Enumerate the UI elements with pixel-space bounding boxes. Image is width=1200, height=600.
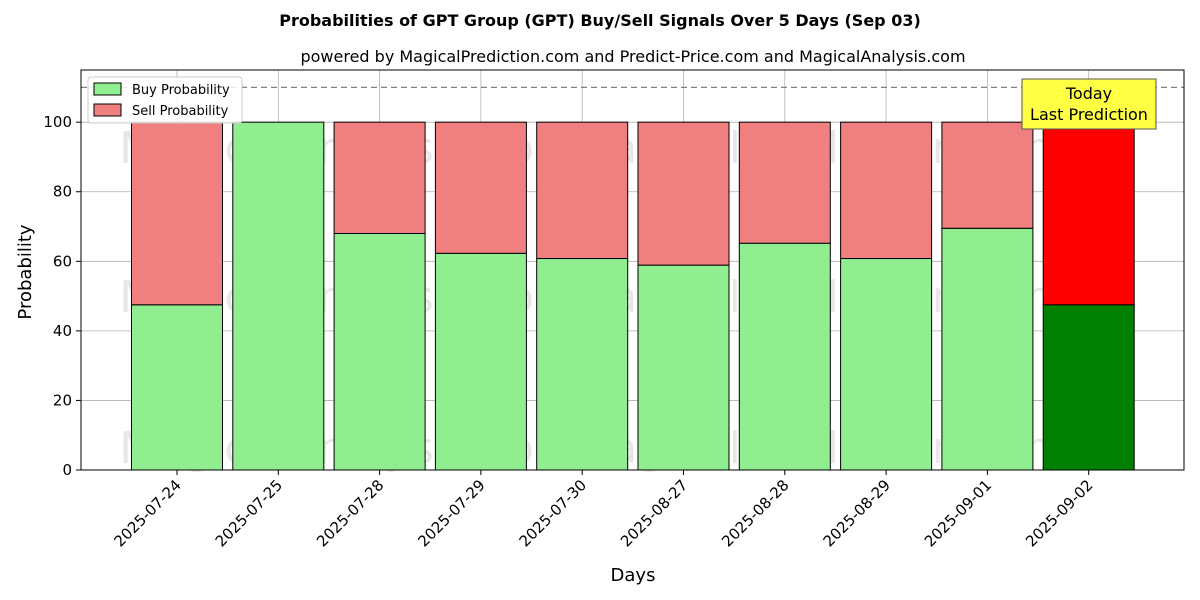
sell-bar (131, 121, 223, 306)
x-tick-label: 2025-09-02 (1022, 476, 1096, 550)
legend: Buy Probability Sell Probability (87, 76, 243, 124)
buy-bar (637, 264, 730, 471)
x-tick-label: 2025-08-28 (718, 476, 792, 550)
y-tick-label: 100 (43, 113, 72, 131)
sell-bar (434, 121, 527, 254)
x-tick-label: 2025-07-24 (110, 476, 184, 550)
buy-bar (434, 252, 527, 471)
y-tick-label: 0 (62, 461, 72, 479)
x-tick-label: 2025-07-30 (516, 476, 590, 550)
buy-bar (1042, 304, 1135, 471)
buy-bar (941, 227, 1034, 471)
y-tick-label: 80 (53, 183, 72, 201)
x-axis: 2025-07-24 2025-07-25 2025-07-28 2025-07-29… (110, 470, 1097, 550)
sell-bar (840, 121, 933, 260)
y-axis-label: Probability (15, 224, 36, 319)
legend-swatch-sell (93, 103, 122, 117)
annotation-box (1021, 78, 1157, 130)
legend-label-buy: Buy Probability (132, 83, 230, 98)
x-tick-label: 2025-08-27 (617, 476, 691, 550)
sell-bar (941, 121, 1034, 229)
chart-subtitle: powered by MagicalPrediction.com and Pre… (300, 47, 965, 66)
legend-swatch-buy (93, 82, 122, 96)
buy-bar (232, 121, 325, 471)
sell-bar (738, 121, 831, 244)
y-tick-label: 60 (53, 252, 72, 270)
buy-bar (536, 258, 629, 471)
y-tick-label: 40 (53, 322, 72, 340)
sell-bar (637, 121, 730, 266)
sell-bar (333, 121, 426, 234)
buy-bar (131, 304, 223, 471)
x-tick-label: 2025-07-25 (212, 476, 286, 550)
buy-bar (738, 242, 831, 471)
annotation-last-prediction: Last Prediction (1030, 105, 1148, 124)
y-axis: 0 20 40 60 80 100 (43, 113, 81, 479)
legend-box (87, 76, 243, 124)
x-tick-label: 2025-07-28 (313, 476, 387, 550)
plot-frame (80, 69, 1185, 471)
x-tick-label: 2025-07-29 (414, 476, 488, 550)
buy-bar (840, 258, 933, 471)
bars (131, 121, 1135, 471)
sell-bar (536, 121, 629, 260)
x-axis-label: Days (611, 565, 656, 586)
buy-bar (333, 232, 426, 471)
today-annotation: Today Last Prediction (1021, 78, 1157, 130)
chart-title: Probabilities of GPT Group (GPT) Buy/Sel… (279, 11, 921, 30)
y-tick-label: 20 (53, 391, 72, 409)
sell-bar (1042, 121, 1135, 306)
x-tick-label: 2025-09-01 (921, 476, 995, 550)
x-tick-label: 2025-08-29 (820, 476, 894, 550)
annotation-today: Today (1065, 84, 1112, 103)
legend-label-sell: Sell Probability (132, 104, 229, 119)
